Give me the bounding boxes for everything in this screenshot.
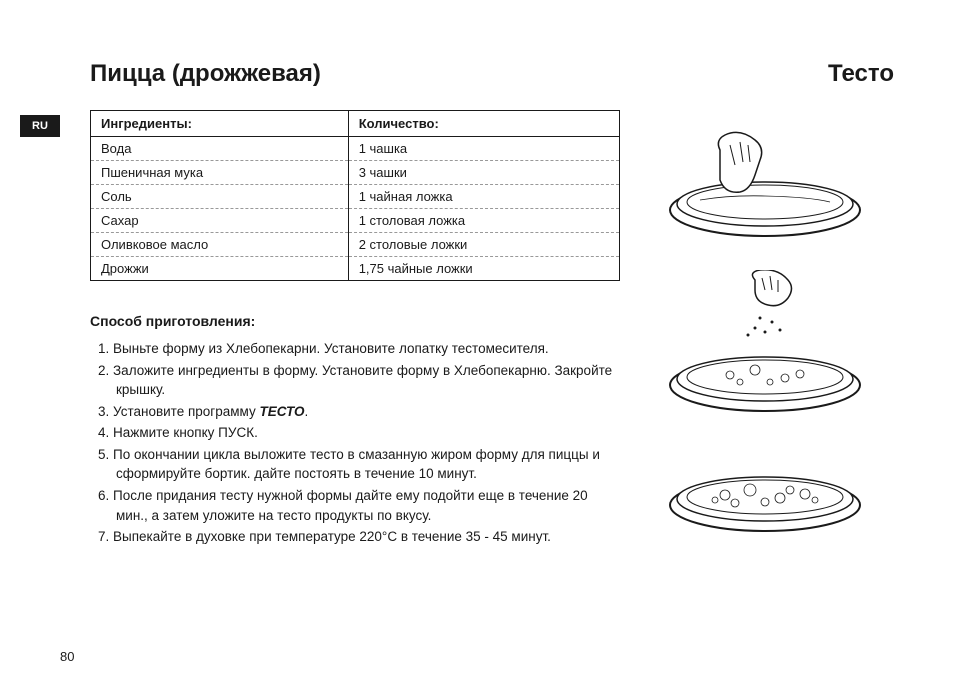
col-header-quantity: Количество: (348, 111, 619, 137)
illustration-topped-pizza-icon (660, 450, 870, 540)
table-row: Оливковое масло2 столовые ложки (91, 233, 620, 257)
table-cell: 2 столовые ложки (348, 233, 619, 257)
table-row: Пшеничная мука3 чашки (91, 161, 620, 185)
step-item: После придания тесту нужной формы дайте … (90, 486, 620, 525)
step-item: По окончании цикла выложите тесто в смаз… (90, 445, 620, 484)
recipe-title: Пицца (дрожжевая) (90, 60, 321, 88)
ingredients-body: Вода1 чашкаПшеничная мука3 чашкиСоль1 ча… (91, 137, 620, 281)
header-row: Пицца (дрожжевая) Тесто (90, 60, 894, 88)
table-cell: Вода (91, 137, 349, 161)
table-cell: 1 чайная ложка (348, 185, 619, 209)
content-columns: Ингредиенты: Количество: Вода1 чашкаПшен… (90, 110, 894, 549)
recipe-page: RU Пицца (дрожжевая) Тесто Ингредиенты: … (0, 0, 954, 694)
table-cell: Оливковое масло (91, 233, 349, 257)
table-row: Дрожжи1,75 чайные ложки (91, 257, 620, 281)
illustrations-column (660, 110, 880, 549)
category-title: Тесто (828, 60, 894, 88)
table-cell: Соль (91, 185, 349, 209)
step-item: Выньте форму из Хлебопекарни. Установите… (90, 339, 620, 359)
col-header-ingredient: Ингредиенты: (91, 111, 349, 137)
table-row: Вода1 чашка (91, 137, 620, 161)
left-column: Ингредиенты: Количество: Вода1 чашкаПшен… (90, 110, 620, 549)
table-cell: 1,75 чайные ложки (348, 257, 619, 281)
table-cell: 1 чашка (348, 137, 619, 161)
table-row: Соль1 чайная ложка (91, 185, 620, 209)
table-cell: Дрожжи (91, 257, 349, 281)
step-item: Заложите ингредиенты в форму. Установите… (90, 361, 620, 400)
method-heading: Способ приготовления: (90, 313, 620, 329)
language-tab: RU (20, 115, 60, 137)
step-item: Нажмите кнопку ПУСК. (90, 423, 620, 443)
ingredients-table: Ингредиенты: Количество: Вода1 чашкаПшен… (90, 110, 620, 281)
table-row: Сахар1 столовая ложка (91, 209, 620, 233)
table-cell: Пшеничная мука (91, 161, 349, 185)
steps-list: Выньте форму из Хлебопекарни. Установите… (90, 339, 620, 547)
page-number: 80 (60, 649, 74, 664)
table-cell: Сахар (91, 209, 349, 233)
illustration-sprinkle-icon (660, 270, 870, 420)
table-cell: 3 чашки (348, 161, 619, 185)
table-cell: 1 столовая ложка (348, 209, 619, 233)
step-item: Выпекайте в духовке при температуре 220°… (90, 527, 620, 547)
step-item: Установите программу ТЕСТО. (90, 402, 620, 422)
illustration-press-dough-icon (660, 120, 870, 240)
